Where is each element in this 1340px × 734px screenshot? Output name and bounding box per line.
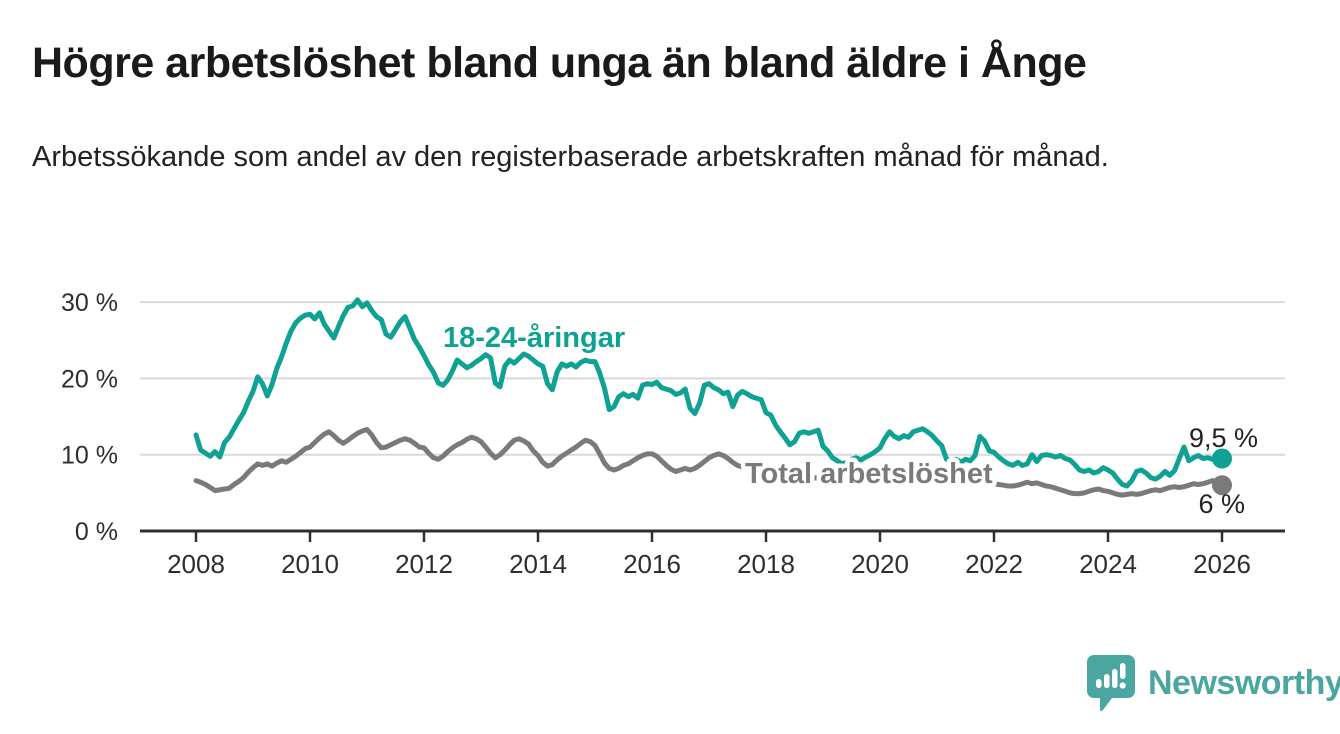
- newsworthy-wordmark: Newsworthy: [1148, 663, 1340, 702]
- page-title: Högre arbetslöshet bland unga än bland ä…: [32, 39, 1087, 87]
- x-tick-label: 2008: [167, 549, 225, 579]
- series-label: 18-24-åringar: [443, 322, 625, 354]
- series-label: Total arbetslöshet: [745, 458, 993, 490]
- x-tick-label: 2022: [965, 549, 1023, 579]
- x-tick-label: 2024: [1079, 549, 1137, 579]
- newsworthy-logo-icon: [1087, 655, 1135, 712]
- series-end-dot: [1212, 475, 1232, 496]
- newsworthy-logo[interactable]: Newsworthy: [1086, 654, 1340, 712]
- y-tick-label: 20 %: [61, 365, 118, 393]
- y-tick-label: 10 %: [61, 442, 118, 470]
- end-value-label: 6 %: [1198, 489, 1245, 519]
- page-subtitle: Arbetssökande som andel av den registerb…: [32, 141, 1109, 173]
- y-tick-label: 0 %: [75, 518, 118, 546]
- series-line-total: [193, 427, 1225, 498]
- y-tick-label: 30 %: [61, 289, 118, 317]
- end-value-label: 9,5 %: [1189, 423, 1258, 453]
- x-tick-label: 2010: [281, 549, 339, 579]
- x-tick-label: 2026: [1193, 549, 1251, 579]
- series-end-dot: [1212, 448, 1232, 469]
- x-tick-label: 2018: [737, 549, 795, 579]
- series-line-youth: [193, 297, 1225, 489]
- x-tick-label: 2016: [623, 549, 681, 579]
- x-tick-label: 2012: [395, 549, 453, 579]
- x-tick-label: 2014: [509, 549, 567, 579]
- x-tick-label: 2020: [851, 549, 909, 579]
- speech-bubble-shape: [1087, 655, 1135, 712]
